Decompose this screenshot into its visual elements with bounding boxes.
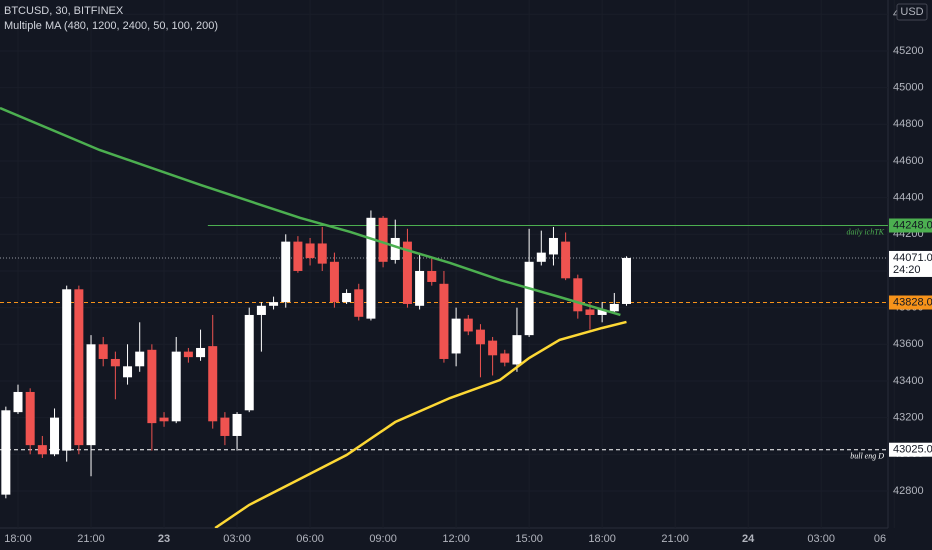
candle-body	[220, 417, 230, 436]
candle-body	[573, 278, 583, 312]
y-tick-label: 43600	[893, 338, 924, 350]
candle-body	[488, 340, 498, 356]
candle-body	[621, 257, 631, 304]
moving-average	[0, 106, 621, 317]
candle-body	[1, 410, 11, 495]
candle-body	[597, 309, 607, 315]
candle-body	[196, 347, 206, 358]
x-tick-label: 23	[158, 533, 170, 545]
x-tick-label: 06:00	[296, 533, 324, 545]
y-tick-label: 44600	[893, 155, 924, 167]
x-tick-label: 21:00	[661, 533, 689, 545]
candle-body	[208, 346, 218, 422]
candle-body	[147, 349, 157, 424]
candle-body	[25, 391, 35, 446]
candle-body	[512, 335, 522, 365]
y-tick-label: 44800	[893, 118, 924, 130]
candle-body	[366, 217, 376, 319]
indicator-title: Multiple MA (480, 1200, 2400, 50, 100, 2…	[4, 20, 218, 32]
x-tick-label: 18:00	[588, 533, 616, 545]
candle-body	[390, 237, 400, 260]
countdown: 24:20	[893, 264, 921, 276]
candle-body	[159, 417, 169, 422]
last-price-tag-bg	[889, 250, 932, 277]
candle-body	[244, 314, 254, 411]
candle-body	[561, 241, 571, 279]
candle-body	[451, 318, 461, 354]
x-tick-label: 15:00	[515, 533, 543, 545]
level-tag: 43025.0	[893, 444, 932, 456]
level-tag: 43828.0	[893, 296, 932, 308]
x-tick-label: 06	[874, 533, 886, 545]
x-tick-label: 24	[742, 533, 755, 545]
candle-body	[281, 241, 291, 303]
candle-body	[329, 261, 339, 303]
y-tick-label: 42800	[893, 485, 924, 497]
candle-body	[98, 344, 108, 359]
last-price-tag: 44071.0	[893, 252, 932, 264]
level-note: bull eng D	[850, 452, 884, 461]
x-tick-label: 09:00	[369, 533, 397, 545]
chart-title: BTCUSD, 30, BITFINEX	[4, 5, 124, 17]
moving-average	[214, 320, 627, 528]
y-tick-label: 45000	[893, 82, 924, 94]
y-tick-label: 43200	[893, 412, 924, 424]
y-tick-label: 43400	[893, 375, 924, 387]
candle-body	[500, 353, 510, 363]
candle-body	[183, 351, 193, 358]
candle-body	[293, 241, 303, 271]
plot: daily ichTK bull eng D	[0, 106, 888, 528]
candle-body	[536, 252, 546, 262]
currency-label: USD	[900, 6, 923, 18]
x-tick-label: 21:00	[77, 533, 105, 545]
candle-body	[609, 303, 619, 312]
candle-body	[354, 289, 364, 317]
candle-body	[13, 391, 23, 413]
y-tick-label: 45200	[893, 45, 924, 57]
candle-body	[74, 289, 84, 446]
candle-body	[475, 329, 485, 345]
candle-body	[256, 305, 266, 315]
candle-body	[402, 241, 412, 304]
candle-body	[524, 261, 534, 336]
candle-body	[378, 217, 388, 262]
x-tick-label: 12:00	[442, 533, 470, 545]
candle-body	[269, 302, 279, 306]
level-note: daily ichTK	[846, 227, 884, 236]
candle-body	[123, 366, 133, 378]
x-tick-label: 03:00	[223, 533, 251, 545]
candle-body	[415, 270, 425, 306]
candle-body	[110, 358, 120, 367]
candle-body	[439, 283, 449, 359]
candle-body	[427, 270, 437, 282]
currency-box	[896, 3, 928, 21]
level-tag-bg	[889, 442, 932, 457]
candle-body	[171, 351, 181, 422]
candle-body	[62, 289, 72, 451]
candle-body	[232, 413, 242, 436]
candle-body	[37, 445, 47, 455]
y-tick-label: 44400	[893, 192, 924, 204]
x-tick-label: 03:00	[807, 533, 835, 545]
candle-body	[50, 417, 60, 455]
level-tag: 44248.0	[893, 219, 932, 231]
candle-body	[317, 243, 327, 264]
x-tick-label: 18:00	[4, 533, 32, 545]
candle-body	[585, 309, 595, 315]
candle-body	[135, 351, 145, 367]
candle-body	[548, 237, 558, 255]
level-tag-bg	[889, 295, 932, 310]
candle-body	[305, 243, 315, 259]
candle-body	[342, 292, 352, 303]
candle-body	[463, 318, 473, 332]
candle-body	[86, 344, 96, 446]
level-tag-bg	[889, 218, 932, 233]
axis: 4280043000432004340043600438004400044200…	[4, 3, 932, 545]
